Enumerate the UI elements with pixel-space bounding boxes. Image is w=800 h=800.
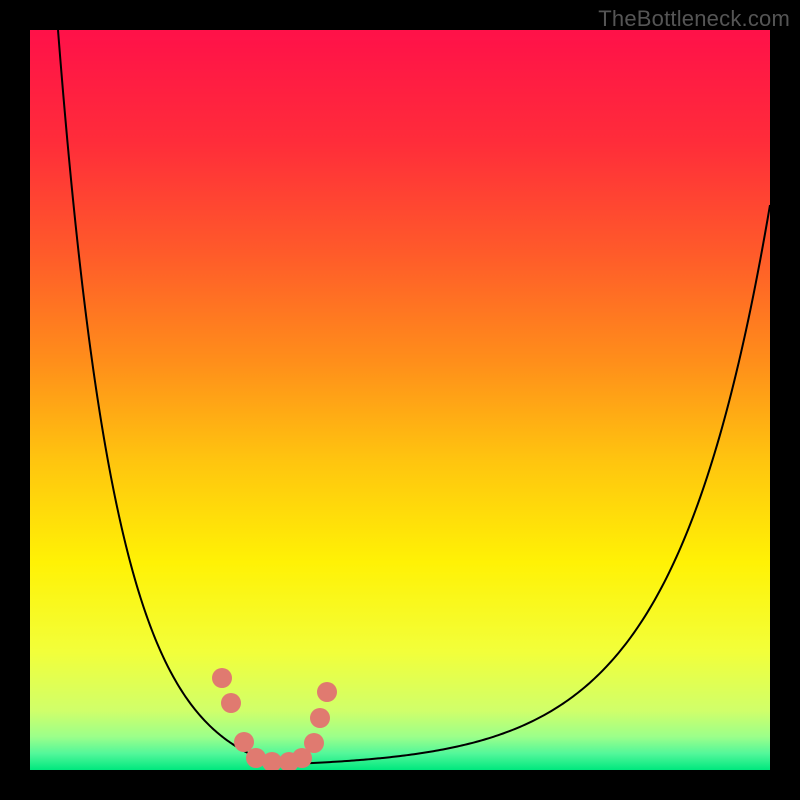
plot-background	[30, 30, 770, 770]
data-marker	[221, 693, 241, 713]
data-marker	[310, 708, 330, 728]
data-marker	[234, 732, 254, 752]
data-marker	[317, 682, 337, 702]
watermark-text: TheBottleneck.com	[598, 6, 790, 32]
chart-svg	[0, 0, 800, 800]
data-marker	[304, 733, 324, 753]
chart-root: TheBottleneck.com	[0, 0, 800, 800]
data-marker	[212, 668, 232, 688]
